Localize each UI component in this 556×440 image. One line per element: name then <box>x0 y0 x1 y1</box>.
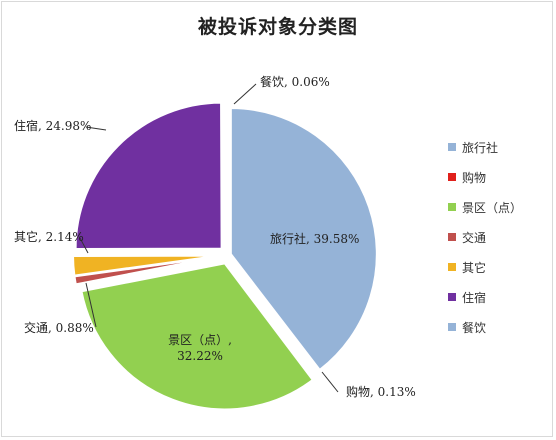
legend-label-3: 交通 <box>462 230 487 245</box>
slice-label-0: 旅行社, 39.58% <box>270 231 359 246</box>
legend-label-6: 餐饮 <box>462 320 487 335</box>
pie-slice-4 <box>72 254 220 277</box>
legend-label-5: 住宿 <box>462 290 487 305</box>
slice-label-2-line2: 32.22% <box>177 349 223 363</box>
legend-item-5: 住宿 <box>448 282 522 312</box>
pie-slice-6 <box>226 104 229 253</box>
leader-line-3 <box>85 282 97 328</box>
legend-swatch-1 <box>448 173 456 181</box>
legend-swatch-6 <box>448 323 456 331</box>
legend-label-2: 景区（点） <box>462 200 523 215</box>
pie-slice-2 <box>80 262 315 411</box>
legend-item-4: 其它 <box>448 252 522 282</box>
leader-line-5 <box>85 126 107 131</box>
slice-label-3: 交通, 0.88% <box>24 320 94 335</box>
chart-title: 被投诉对象分类图 <box>197 16 358 38</box>
legend-item-6: 餐饮 <box>448 312 522 342</box>
leader-line-6 <box>233 83 257 105</box>
legend-label-4: 其它 <box>462 260 487 275</box>
chart-legend: 旅行社购物景区（点） 交通其它住宿餐饮 <box>448 132 522 342</box>
legend-swatch-2 <box>448 203 456 211</box>
legend-swatch-0 <box>448 143 456 151</box>
pie-slice-0 <box>229 107 378 372</box>
slice-label-1: 购物, 0.13% <box>346 384 416 399</box>
legend-label-0: 旅行社 <box>462 140 499 155</box>
legend-item-3: 交通 <box>448 222 522 252</box>
slice-label-6: 餐饮, 0.06% <box>260 74 330 89</box>
slice-label-4: 其它, 2.14% <box>14 229 84 244</box>
legend-swatch-4 <box>448 263 456 271</box>
pie-slice-1 <box>229 256 321 376</box>
legend-label-1: 购物 <box>462 170 487 185</box>
slice-label-5: 住宿, 24.98% <box>14 118 91 133</box>
legend-item-1: 购物 <box>448 162 522 192</box>
legend-swatch-5 <box>448 293 456 301</box>
leader-line-1 <box>321 371 339 393</box>
legend-item-2: 景区（点） <box>448 192 522 222</box>
legend-item-0: 旅行社 <box>448 132 522 162</box>
pie-slice-5 <box>74 101 223 251</box>
slice-label-2: 景区（点）, <box>168 333 232 347</box>
legend-swatch-3 <box>448 233 456 241</box>
leader-line-4 <box>79 237 89 254</box>
